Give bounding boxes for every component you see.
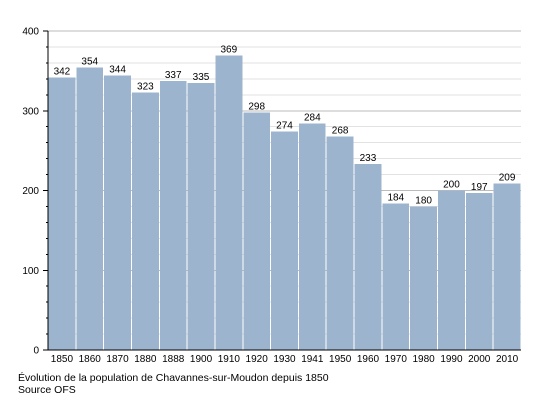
x-tick-label-1900: 1900 bbox=[190, 354, 213, 365]
data-label-1930: 274 bbox=[276, 120, 293, 131]
data-label-1960: 233 bbox=[360, 153, 377, 164]
bar-1990 bbox=[438, 190, 465, 350]
bar-1870 bbox=[104, 75, 131, 350]
x-tick-label-1880: 1880 bbox=[134, 354, 157, 365]
y-tick-label-0: 0 bbox=[33, 346, 39, 357]
data-label-1950: 268 bbox=[332, 125, 349, 136]
chart-caption: Évolution de la population de Chavannes-… bbox=[18, 372, 329, 384]
x-tick-label-1888: 1888 bbox=[162, 354, 185, 365]
y-tick-label-100: 100 bbox=[22, 266, 39, 277]
y-tick-label-300: 300 bbox=[22, 106, 39, 117]
data-label-1860: 354 bbox=[81, 57, 98, 68]
bar-1930 bbox=[271, 131, 298, 350]
data-label-1970: 184 bbox=[387, 192, 404, 203]
x-tick-label-1870: 1870 bbox=[106, 354, 129, 365]
bar-1950 bbox=[326, 136, 354, 350]
bar-1860 bbox=[76, 67, 104, 350]
x-tick-label-1850: 1850 bbox=[51, 354, 74, 365]
x-tick-label-1990: 1990 bbox=[440, 354, 463, 365]
bar-2000 bbox=[465, 192, 493, 350]
y-tick-label-400: 400 bbox=[22, 27, 39, 38]
x-tick-label-2000: 2000 bbox=[468, 354, 491, 365]
bar-1960 bbox=[354, 164, 382, 350]
data-label-1850: 342 bbox=[54, 66, 71, 77]
data-label-1941: 284 bbox=[304, 113, 321, 124]
axes bbox=[43, 30, 521, 351]
bar-1888 bbox=[159, 81, 187, 351]
bar-2010 bbox=[493, 183, 521, 350]
data-label-2000: 197 bbox=[471, 182, 488, 193]
x-tick-label-1920: 1920 bbox=[246, 354, 269, 365]
x-tick-label-1941: 1941 bbox=[301, 354, 324, 365]
data-labels: 342 354 344 323 337 335 369 298 274 284 268 233 184 1… bbox=[54, 45, 516, 207]
x-tick-labels: 1850 1860 1870 1880 1888 1900 1910 1920 1930 1941… bbox=[51, 354, 519, 365]
data-label-1910: 369 bbox=[221, 45, 238, 56]
x-tick-label-2010: 2010 bbox=[496, 354, 519, 365]
bar-1900 bbox=[187, 82, 215, 351]
x-tick-label-1930: 1930 bbox=[273, 354, 296, 365]
x-tick-label-1950: 1950 bbox=[329, 354, 352, 365]
x-tick-label-1960: 1960 bbox=[357, 354, 380, 365]
data-label-1920: 298 bbox=[248, 101, 265, 112]
bar-1880 bbox=[131, 92, 159, 350]
data-label-2010: 209 bbox=[499, 172, 516, 183]
data-label-1880: 323 bbox=[137, 81, 154, 92]
bar-1910 bbox=[215, 55, 243, 350]
data-label-1888: 337 bbox=[165, 70, 182, 81]
x-tick-label-1860: 1860 bbox=[79, 354, 102, 365]
data-label-1990: 200 bbox=[443, 180, 460, 191]
y-tick-labels: 0 100 200 300 400 bbox=[22, 27, 39, 357]
bar-1941 bbox=[298, 123, 326, 350]
bar-1920 bbox=[243, 112, 271, 350]
x-tick-label-1910: 1910 bbox=[218, 354, 241, 365]
x-tick-label-1980: 1980 bbox=[412, 354, 435, 365]
x-tick-label-1970: 1970 bbox=[385, 354, 408, 365]
chart-source: Source OFS bbox=[18, 384, 76, 396]
data-label-1900: 335 bbox=[193, 72, 210, 83]
data-label-1980: 180 bbox=[415, 195, 432, 206]
bars bbox=[48, 55, 521, 351]
data-label-1870: 344 bbox=[109, 65, 126, 76]
bar-1850 bbox=[48, 77, 76, 350]
bar-1980 bbox=[410, 206, 438, 350]
y-tick-label-200: 200 bbox=[22, 186, 39, 197]
bar-1970 bbox=[382, 203, 410, 350]
